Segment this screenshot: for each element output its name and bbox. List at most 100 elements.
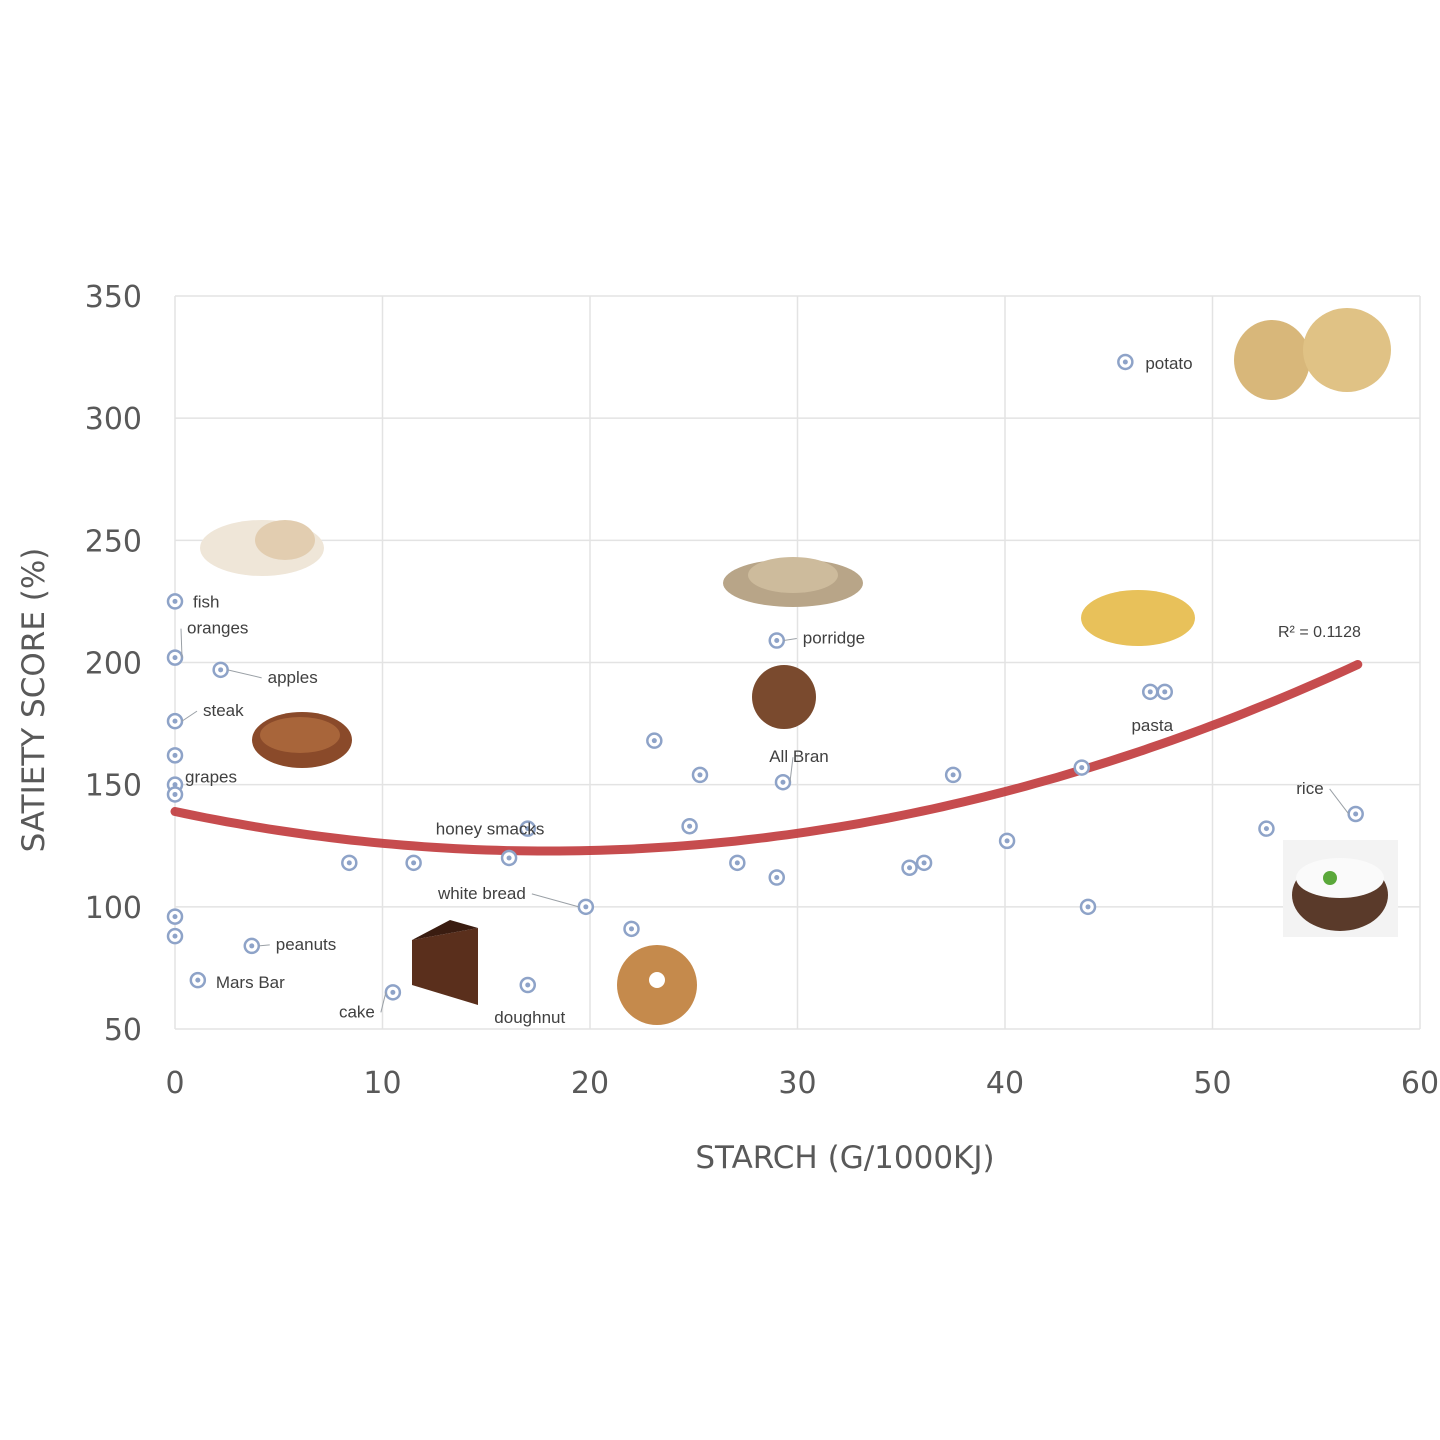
data-point-marker-center [506, 855, 512, 861]
food-picture-shape [1234, 320, 1310, 400]
tick-labels: 0 10 20 30 40 50 60 50 100 150 200 250 300 350 [85, 280, 1439, 1101]
data-point: Mars Bar [189, 971, 285, 992]
x-tick-label: 10 [363, 1066, 401, 1101]
data-point [166, 908, 184, 925]
data-point-marker-center [525, 826, 531, 832]
data-point [1156, 683, 1174, 701]
data-label: peanuts [276, 935, 337, 954]
data-point: peanuts [243, 935, 337, 955]
data-point-marker-center [346, 860, 352, 866]
x-tick-label: 0 [165, 1066, 184, 1101]
data-point: rice [1296, 779, 1364, 823]
food-picture-shape [748, 557, 838, 593]
data-point-marker-center [172, 914, 178, 920]
data-label: porridge [803, 629, 865, 648]
data-label: cake [339, 1002, 375, 1021]
data-point-marker-center [172, 718, 178, 724]
food-picture-shape [1296, 858, 1384, 898]
data-point-marker-center [411, 860, 417, 866]
leader-line [783, 638, 797, 642]
leader-line [227, 669, 262, 679]
data-point: oranges [166, 619, 248, 666]
data-point-marker-center [1085, 904, 1091, 910]
x-tick-label: 60 [1401, 1066, 1439, 1101]
data-point-marker-center [1147, 689, 1153, 695]
y-tick-label: 150 [85, 769, 142, 804]
data-point [768, 869, 785, 886]
leader-line [258, 944, 270, 947]
x-tick-label: 20 [571, 1066, 609, 1101]
data-point: porridge [768, 629, 865, 649]
leader-line [380, 992, 387, 1013]
data-point-marker-center [921, 860, 927, 866]
data-point-marker-center [774, 875, 780, 881]
trendline [170, 660, 1363, 856]
data-label: apples [268, 668, 318, 687]
data-label: pasta [1131, 716, 1173, 735]
data-point-marker-center [1263, 826, 1269, 832]
data-points: fish oranges apples steak grapes peanuts Mars … [166, 353, 1364, 1027]
data-point: apples [212, 661, 318, 687]
x-tick-label: 50 [1193, 1066, 1231, 1101]
data-point: potato [1117, 353, 1193, 373]
food-picture-shape [260, 717, 340, 753]
leader-line [181, 710, 198, 722]
data-label: honey smacks [436, 820, 545, 839]
data-point [1258, 820, 1275, 837]
data-point: steak [166, 701, 244, 730]
r-squared-label: R² = 0.1128 [1278, 624, 1361, 641]
data-point-marker-center [249, 943, 255, 949]
data-point-marker-center [687, 823, 693, 829]
food-picture-potato [1234, 308, 1391, 400]
data-point [405, 854, 422, 872]
data-point-marker-center [697, 772, 703, 778]
data-label: All Bran [769, 747, 829, 766]
food-picture-shape [752, 665, 816, 729]
data-point-marker-center [629, 926, 634, 932]
data-point [944, 766, 962, 784]
data-point-marker-center [390, 989, 396, 995]
food-picture-shape [1081, 590, 1195, 646]
food-picture-porridge [723, 557, 863, 607]
data-point-marker-center [950, 772, 956, 778]
x-tick-label: 40 [986, 1066, 1024, 1101]
data-point-marker-center [172, 791, 178, 797]
leader-line [789, 757, 794, 783]
data-point-marker-center [907, 865, 913, 871]
y-tick-label: 350 [85, 280, 142, 315]
food-pictures [200, 308, 1398, 1025]
leader-line [531, 893, 579, 908]
data-point: white bread [437, 884, 595, 916]
data-point-marker-center [1079, 765, 1085, 771]
data-label: potato [1145, 354, 1192, 373]
data-point-marker-center [734, 860, 740, 866]
food-picture-shape [412, 928, 478, 1005]
data-point [729, 854, 746, 872]
data-point-marker-center [1122, 359, 1128, 365]
trendline-group [170, 660, 1363, 856]
data-point [901, 859, 918, 876]
data-point [623, 920, 640, 938]
food-picture-shape [649, 972, 665, 988]
data-label: rice [1296, 779, 1323, 798]
data-point [166, 747, 184, 764]
data-point [681, 817, 698, 835]
food-picture-shape [412, 920, 478, 940]
data-point-marker-center [218, 667, 224, 673]
data-point [500, 849, 518, 867]
food-picture-fish [200, 520, 324, 576]
data-point-marker-center [583, 904, 589, 910]
y-tick-label: 250 [85, 524, 142, 559]
data-point: All Bran [769, 747, 829, 791]
data-point-marker-center [172, 752, 178, 758]
data-label: steak [203, 701, 244, 720]
data-point-marker-center [774, 638, 780, 644]
leader-line [1329, 788, 1350, 815]
data-point-marker-center [195, 977, 201, 983]
data-point-marker-center [1162, 689, 1168, 695]
food-picture-shape [1323, 871, 1337, 885]
data-point [1079, 898, 1097, 916]
data-point-marker-center [1004, 838, 1010, 844]
food-picture-all-bran [752, 665, 816, 729]
data-point [166, 786, 184, 803]
